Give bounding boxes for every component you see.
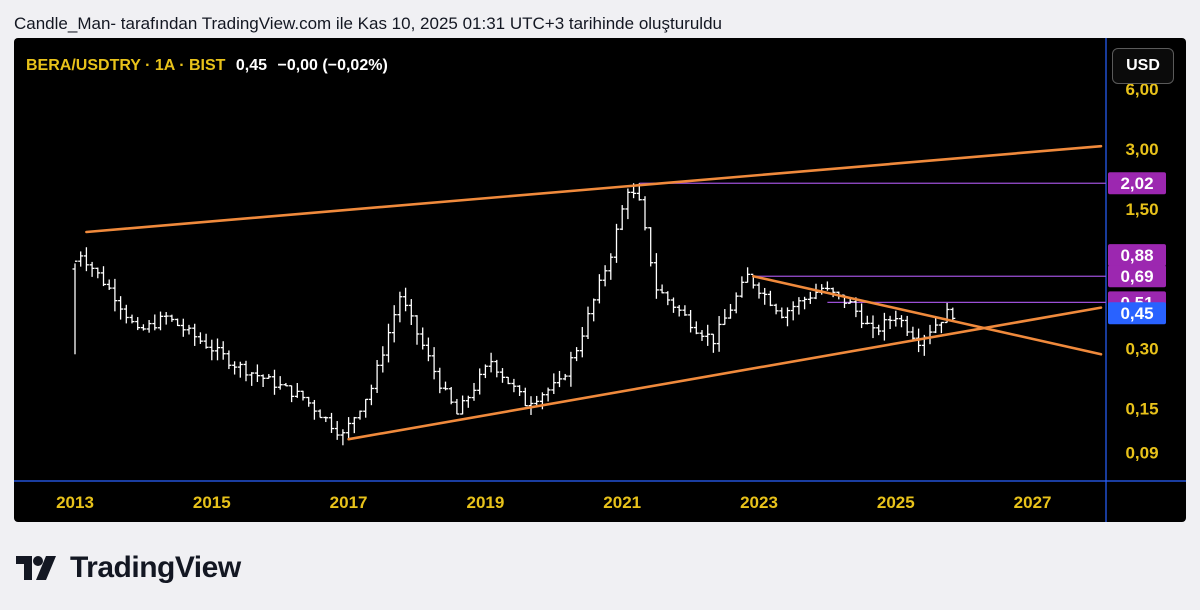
brand-name: TradingView [70, 551, 241, 584]
tradingview-logo: TradingView [16, 551, 241, 585]
y-tick-label: 0,15 [1125, 399, 1158, 418]
chart-panel[interactable]: 2013 2015 2017 2019 2021 2023 2025 2027 3,00 1,50… [14, 38, 1186, 522]
x-tick-label: 2017 [330, 493, 368, 512]
ohlc-bars [72, 183, 956, 446]
x-tick-label: 2027 [1014, 493, 1052, 512]
price-badge [1108, 172, 1166, 195]
y-tick-label: 0,30 [1125, 339, 1158, 358]
price-badge [1108, 244, 1166, 267]
x-tick-label: 2015 [193, 493, 231, 512]
price-badge-label: 0,88 [1120, 246, 1153, 265]
price-chart[interactable]: 2013 2015 2017 2019 2021 2023 2025 2027 3,00 1,50… [14, 38, 1186, 522]
price-badge-label: 0,45 [1120, 304, 1153, 323]
tradingview-logo-icon [16, 556, 56, 580]
x-tick-label: 2013 [56, 493, 94, 512]
symbol-legend: BERA/USDTRY · 1A · BIST 0,45 −0,00 (−0,0… [26, 57, 388, 75]
currency-button[interactable]: USD [1112, 48, 1174, 84]
x-tick-label: 2025 [877, 493, 915, 512]
trendline [347, 306, 1103, 441]
symbol-label: BERA/USDTRY · 1A · BIST [26, 57, 226, 74]
y-tick-label: 3,00 [1125, 140, 1158, 159]
price-badge [1108, 302, 1166, 325]
x-tick-label: 2023 [740, 493, 778, 512]
last-price: 0,45 [235, 57, 268, 74]
trendline [85, 144, 1103, 234]
page-caption: Candle_Man- tarafından TradingView.com i… [14, 14, 722, 33]
y-tick-label-partial: 6,00 [1125, 80, 1158, 99]
x-tick-label: 2021 [603, 493, 641, 512]
price-badge [1108, 265, 1166, 288]
y-tick-label: 1,50 [1125, 200, 1158, 219]
price-badge-label: 0,69 [1120, 267, 1153, 286]
y-tick-label: 0,09 [1125, 444, 1158, 463]
price-change: −0,00 (−0,02%) [277, 57, 388, 74]
x-tick-label: 2019 [466, 493, 504, 512]
trendline [751, 274, 1103, 356]
price-badge-label: 2,02 [1120, 174, 1153, 193]
